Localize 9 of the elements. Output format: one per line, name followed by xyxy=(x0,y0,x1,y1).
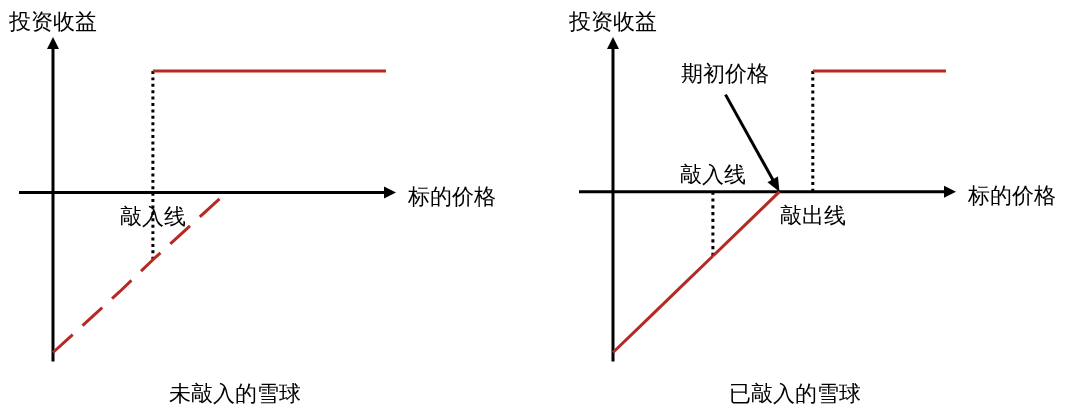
annotation: 敲入线 xyxy=(679,162,746,188)
annotation: 敲出线 xyxy=(779,203,846,229)
ylabel: 投资收益 xyxy=(9,8,97,34)
xlabel: 标的价格 xyxy=(408,184,496,210)
title: 未敲入的雪球 xyxy=(168,381,301,406)
title: 已敲入的雪球 xyxy=(728,381,861,406)
annotation: 期初价格 xyxy=(680,61,769,87)
xlabel: 标的价格 xyxy=(968,183,1056,209)
ylabel: 投资收益 xyxy=(569,8,657,34)
